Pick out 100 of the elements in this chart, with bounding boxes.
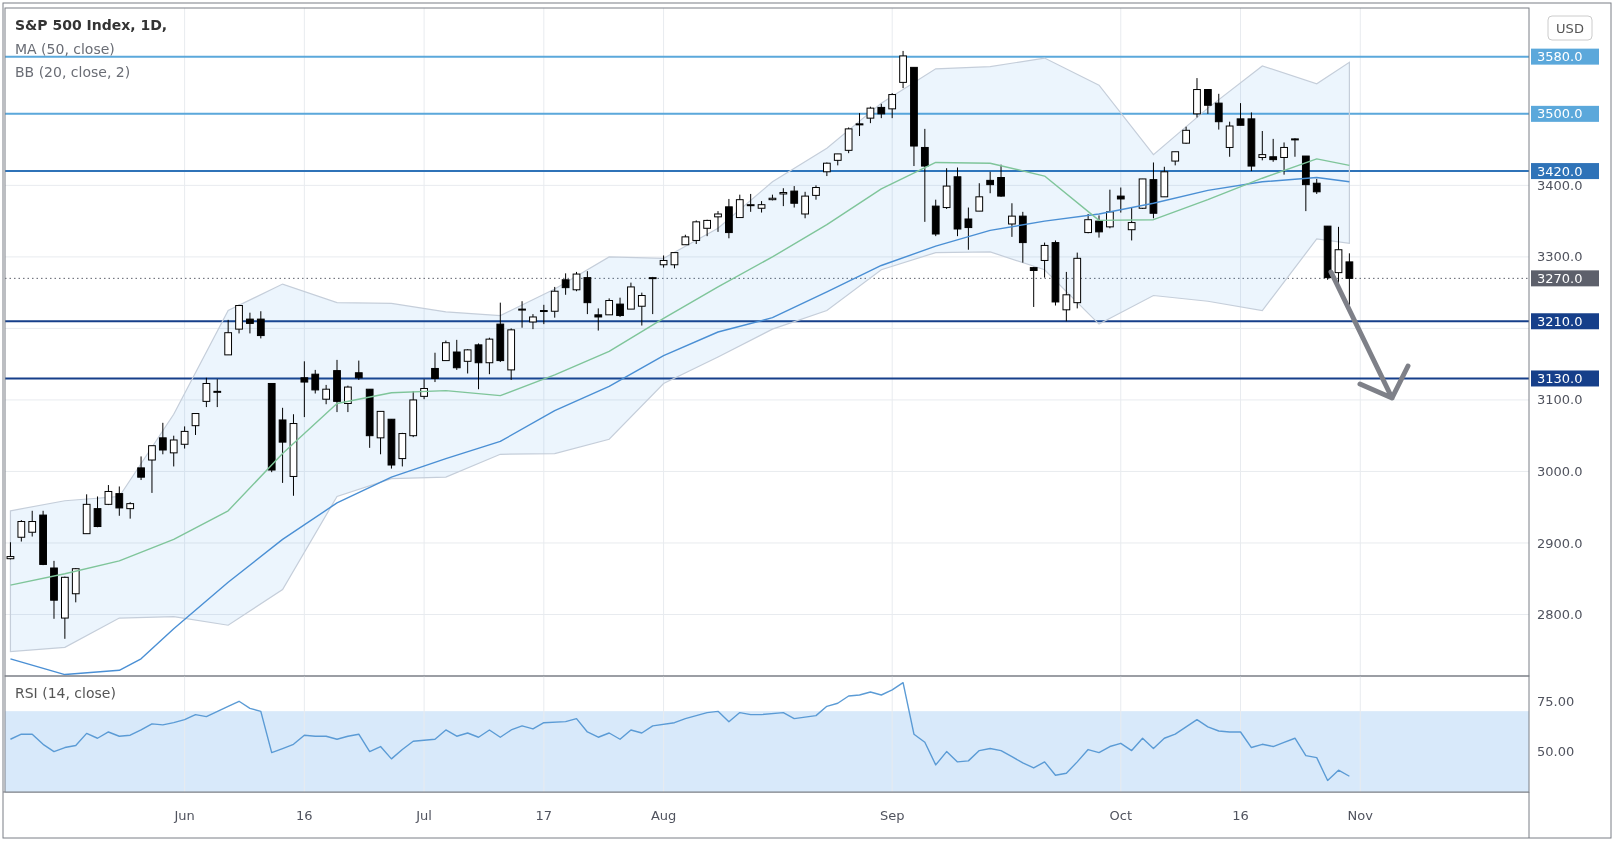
candlestick xyxy=(235,304,243,334)
candlestick xyxy=(354,360,363,381)
x-tick-label: Aug xyxy=(650,808,677,823)
candlestick xyxy=(158,422,167,455)
candlestick xyxy=(115,485,124,517)
candlestick xyxy=(17,519,26,543)
candlestick xyxy=(1095,214,1103,239)
candlestick xyxy=(637,292,646,327)
candlestick xyxy=(1106,189,1114,229)
y-tick-label: 50.00 xyxy=(1537,744,1575,760)
candlestick xyxy=(191,413,200,436)
annotation: MA (50, close) xyxy=(15,41,115,57)
text: USD xyxy=(1556,20,1584,36)
candlestick xyxy=(224,319,233,356)
candlestick xyxy=(463,348,472,374)
candlestick xyxy=(986,171,995,194)
candlestick xyxy=(1116,187,1125,214)
line-series xyxy=(9,681,1351,782)
y-tick-label: 3000.0 xyxy=(1537,464,1583,479)
y-tick-label: 2800.0 xyxy=(1537,607,1583,623)
x-tick-label: 16 xyxy=(1232,808,1249,823)
x-tick-label: Sep xyxy=(879,808,905,823)
candlestick xyxy=(452,339,461,371)
candlestick xyxy=(256,310,265,339)
candlestick xyxy=(855,112,864,137)
candlestick xyxy=(975,182,984,212)
candlestick xyxy=(1291,137,1299,158)
ref-line-label: 3130.0 xyxy=(1537,371,1583,387)
candlestick xyxy=(964,207,973,251)
candlestick xyxy=(942,167,951,210)
candlestick xyxy=(648,276,657,315)
candlestick xyxy=(1280,141,1288,176)
x-tick-label: 17 xyxy=(535,808,553,823)
candlestick xyxy=(474,342,483,390)
candlestick xyxy=(148,445,156,494)
y-tick-label: 3400.0 xyxy=(1537,177,1583,193)
candlestick xyxy=(1127,207,1136,241)
candlestick xyxy=(213,378,222,408)
candlestick xyxy=(1029,266,1038,308)
x-tick-label: 16 xyxy=(296,808,313,823)
y-tick-label: 75.00 xyxy=(1537,693,1575,709)
candlestick xyxy=(627,282,635,310)
candlestick xyxy=(518,300,526,329)
candlestick xyxy=(714,210,722,233)
candlestick xyxy=(888,92,897,119)
candlestick xyxy=(169,435,178,467)
candlestick xyxy=(28,510,37,538)
candlestick xyxy=(180,425,189,450)
candlestick xyxy=(1204,89,1212,115)
ref-line-label: 3210.0 xyxy=(1537,313,1583,329)
text: RSI (14, close) xyxy=(15,685,116,701)
candlestick xyxy=(1225,121,1234,158)
candlestick xyxy=(1269,138,1278,163)
candlestick xyxy=(844,126,853,154)
candlestick xyxy=(1040,242,1049,279)
text: S&P 500 Index, 1D, xyxy=(15,17,168,33)
candlestick xyxy=(550,286,559,319)
candlestick xyxy=(278,407,287,484)
candlestick xyxy=(300,360,309,418)
candlestick xyxy=(1258,130,1267,161)
line-series xyxy=(9,176,1351,676)
y-tick-label: 3300.0 xyxy=(1537,249,1583,265)
candlestick xyxy=(561,272,570,296)
candlestick xyxy=(344,385,352,413)
candlestick xyxy=(93,495,102,528)
candlestick xyxy=(539,304,548,325)
ref-line-label: 3500.0 xyxy=(1537,106,1583,122)
x-tick-label: Nov xyxy=(1347,808,1374,823)
candlestick xyxy=(322,384,330,405)
candlestick xyxy=(692,219,701,245)
candlestick xyxy=(735,194,744,219)
x-tick-label: Jun xyxy=(173,808,195,823)
candlestick xyxy=(572,271,581,292)
candlestick xyxy=(1008,202,1016,238)
candlestick xyxy=(420,378,428,400)
y-tick-label: 2900.0 xyxy=(1537,535,1583,551)
candlestick xyxy=(431,352,439,383)
candlestick xyxy=(616,297,624,318)
ref-line-label: 3580.0 xyxy=(1537,49,1583,65)
candlestick xyxy=(997,164,1005,198)
candlestick xyxy=(801,191,809,219)
candlestick xyxy=(594,307,603,332)
candlestick xyxy=(137,455,145,481)
candlestick xyxy=(1214,93,1223,131)
candlestick xyxy=(529,313,537,330)
ref-line-label: 3420.0 xyxy=(1537,163,1583,179)
x-tick-label: Jul xyxy=(415,808,432,823)
candlestick xyxy=(202,377,211,408)
candlestick xyxy=(920,128,929,223)
ref-line-label: 3270.0 xyxy=(1537,270,1583,286)
candlestick xyxy=(1236,102,1245,126)
y-tick-label: 3100.0 xyxy=(1537,392,1583,408)
candlestick xyxy=(311,369,320,394)
line-series xyxy=(9,158,1351,586)
x-tick-label: Oct xyxy=(1109,808,1133,823)
candlestick xyxy=(485,337,494,375)
candlestick xyxy=(246,312,254,334)
candlestick xyxy=(1345,252,1354,306)
candlestick xyxy=(442,340,450,362)
candlestick xyxy=(790,185,799,209)
